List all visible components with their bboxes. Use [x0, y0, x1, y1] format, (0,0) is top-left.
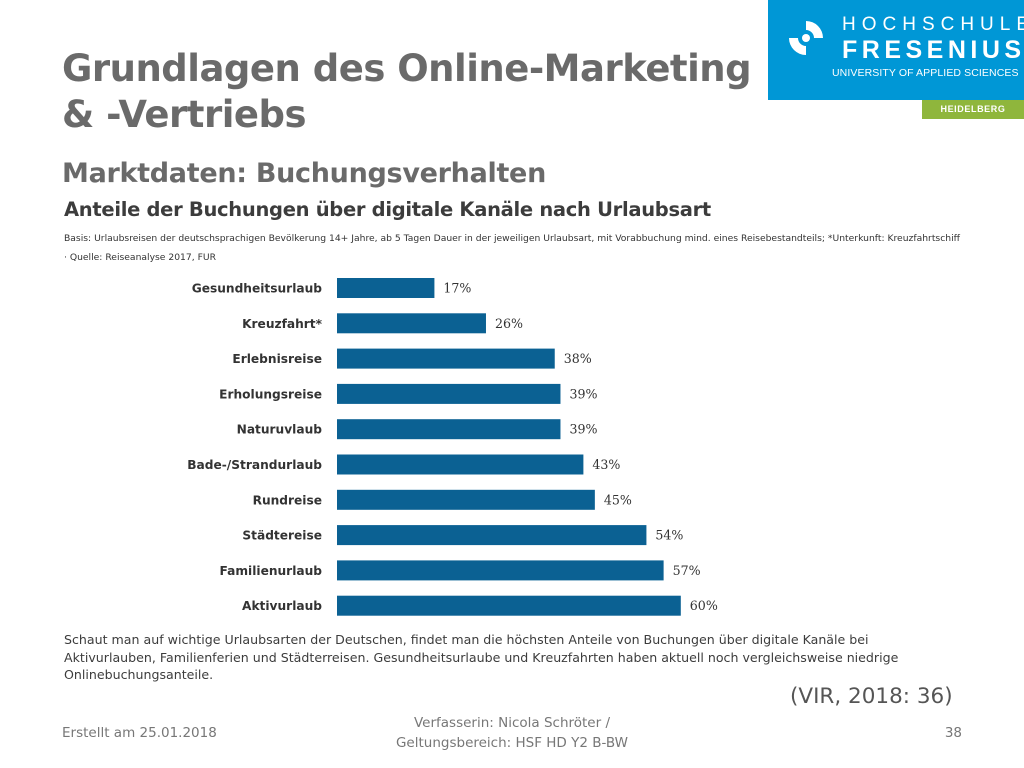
value-label: 45%	[604, 492, 632, 507]
category-label: Familienurlaub	[220, 564, 323, 578]
logo-swirl-icon	[789, 21, 823, 55]
category-label: Naturuvlaub	[237, 423, 323, 437]
value-label: 26%	[495, 316, 523, 331]
bar	[337, 454, 584, 475]
bar	[337, 419, 561, 440]
slide-title: Grundlagen des Online-Marketing & -Vertr…	[62, 46, 752, 138]
value-label: 54%	[655, 528, 683, 543]
page-number: 38	[944, 725, 962, 741]
category-label: Städtereise	[242, 529, 322, 543]
bar	[337, 278, 435, 298]
bar	[337, 348, 555, 369]
slide-title-line-1: Grundlagen des Online-Marketing	[62, 47, 752, 90]
logo-text-university: UNIVERSITY OF APPLIED SCIENCES	[832, 67, 1019, 79]
bar	[337, 560, 664, 581]
value-label: 17%	[443, 281, 471, 296]
bar-chart: Gesundheitsurlaub 17% Kreuzfahrt* 26% Erlebn…	[187, 278, 718, 616]
chart-title: Anteile der Buchungen über digitale Kanä…	[64, 198, 711, 221]
logo-text-fresenius: FRESENIUS	[842, 36, 1024, 64]
value-label: 39%	[569, 422, 597, 437]
category-label: Bade-/Strandurlaub	[187, 458, 322, 472]
footer-author-line-1: Verfasserin: Nicola Schröter /	[413, 715, 611, 731]
bar	[337, 525, 647, 546]
value-label: 43%	[592, 457, 620, 472]
footer-date: Erstellt am 25.01.2018	[62, 725, 217, 741]
chart-commentary: Schaut man auf wichtige Urlaubsarten der…	[64, 632, 899, 682]
category-label: Aktivurlaub	[242, 599, 322, 613]
category-label: Gesundheitsurlaub	[192, 282, 323, 296]
category-label: Erholungsreise	[219, 387, 322, 401]
citation: (VIR, 2018: 36)	[790, 684, 953, 709]
bar	[337, 595, 681, 616]
category-label: Kreuzfahrt*	[242, 317, 323, 331]
value-label: 60%	[690, 598, 718, 613]
slide-subtitle: Marktdaten: Buchungsverhalten	[62, 158, 546, 189]
university-logo: HOCHSCHULE FRESENIUS UNIVERSITY OF APPLI…	[768, 0, 1024, 100]
campus-badge: HEIDELBERG	[922, 100, 1024, 119]
bar	[337, 313, 486, 334]
value-label: 57%	[673, 563, 701, 578]
value-label: 39%	[569, 386, 597, 401]
value-label: 38%	[564, 351, 592, 366]
bar	[337, 383, 561, 404]
category-label: Rundreise	[253, 493, 322, 507]
bar	[337, 489, 595, 510]
chart-basis-note: Basis: Urlaubsreisen der deutschsprachig…	[64, 233, 960, 263]
footer-author-line-2: Geltungsbereich: HSF HD Y2 B-BW	[395, 735, 629, 751]
slide-title-line-2: & -Vertriebs	[62, 93, 307, 136]
logo-text-hochschule: HOCHSCHULE	[842, 14, 1024, 35]
category-label: Erlebnisreise	[232, 352, 322, 366]
footer-author: Verfasserin: Nicola Schröter / Geltungsb…	[340, 713, 684, 753]
